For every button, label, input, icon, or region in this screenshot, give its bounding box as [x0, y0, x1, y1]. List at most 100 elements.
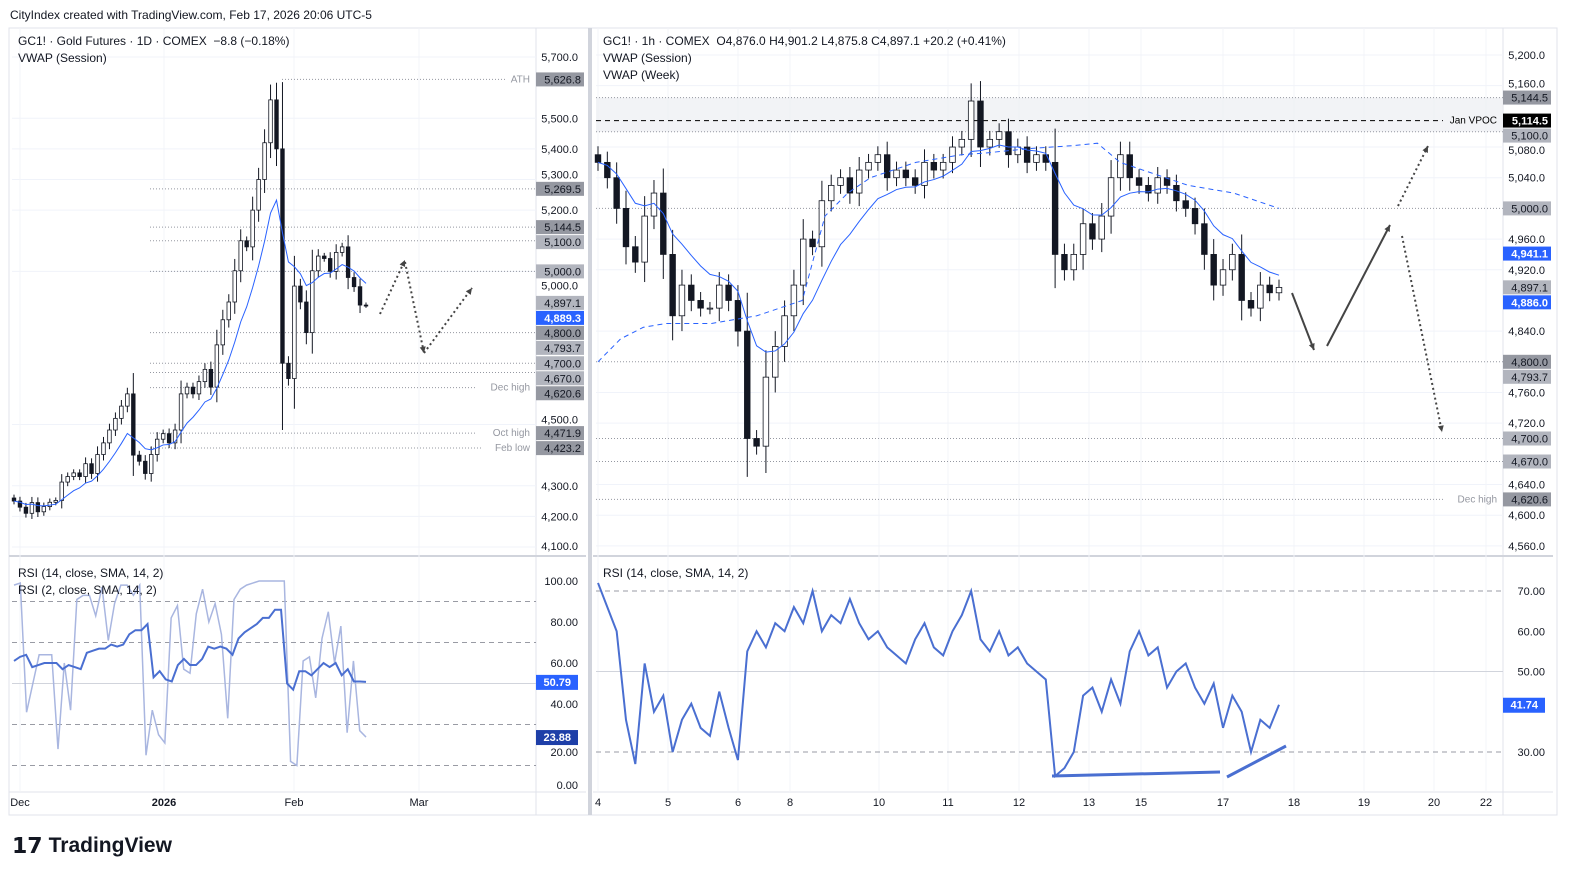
time-tick-label: 6: [735, 797, 741, 809]
candle-body: [196, 381, 202, 395]
candle-body: [1219, 269, 1227, 286]
price-label-box: [1503, 295, 1551, 310]
right-rsi14-label[interactable]: RSI (14, close, SMA, 14, 2): [603, 566, 749, 580]
candle-body: [781, 315, 788, 347]
left-indicator-vwap[interactable]: VWAP (Session): [18, 51, 107, 65]
projection-arrow: [379, 259, 406, 315]
price-label: 4,423.2: [544, 443, 581, 455]
left-rsi14-label[interactable]: RSI (14, close, SMA, 14, 2): [18, 566, 164, 580]
candle-body: [688, 284, 695, 301]
price-label: 4,471.9: [544, 428, 581, 440]
price-label: 4,941.1: [1511, 249, 1548, 261]
candle-body: [706, 307, 714, 310]
price-label-box: [536, 72, 584, 87]
price-label-box: [536, 356, 584, 371]
price-tick-label: 4,720.0: [1508, 418, 1545, 430]
candle-body: [865, 161, 872, 171]
vwap-session-line: [597, 144, 1280, 353]
right-rsi-legend: RSI (14, close, SMA, 14, 2): [603, 565, 748, 582]
candle-body: [809, 238, 816, 248]
candle-body: [184, 386, 190, 395]
rsi2-line: [13, 580, 367, 767]
right-indicator-vwap-week[interactable]: VWAP (Week): [603, 68, 680, 82]
price-label-box: [536, 371, 584, 386]
candle-body: [669, 254, 676, 317]
candle-body: [1005, 131, 1012, 156]
rsi-value-label: 50.79: [543, 677, 571, 689]
candle-body: [716, 284, 723, 309]
price-label-box: [1503, 369, 1551, 384]
projection-arrow-head: [399, 260, 406, 267]
candle-body: [958, 138, 966, 148]
rsi-tick-label: 40.00: [550, 699, 578, 711]
candle-body: [143, 460, 148, 474]
candle-body: [304, 301, 309, 334]
left-rsi2-label[interactable]: RSI (2, close, SMA, 14, 2): [18, 583, 157, 597]
price-tick-label: 5,200.0: [541, 205, 578, 217]
price-label-box: [1503, 431, 1551, 446]
tradingview-logo[interactable]: 𝟭𝟳 TradingView: [12, 833, 172, 859]
candle-body: [35, 502, 41, 513]
price-tick-label: 4,960.0: [1508, 234, 1545, 246]
candle-body: [1089, 223, 1096, 240]
candle-body: [232, 270, 237, 303]
price-label: 4,700.0: [544, 358, 581, 370]
rsi-tick-label: 0.00: [557, 780, 578, 792]
candle-body: [660, 192, 667, 255]
candle-body: [274, 99, 279, 150]
candle-body: [95, 454, 100, 474]
candle-body: [250, 209, 255, 248]
price-tick-label: 5,080.0: [1508, 145, 1545, 157]
price-label-box: [536, 310, 584, 325]
candle-body: [328, 258, 333, 272]
price-tick-label: 4,640.0: [1508, 480, 1545, 492]
price-label: 5,144.5: [544, 222, 581, 234]
time-tick-label: 2026: [152, 797, 176, 809]
divergence-line: [1051, 770, 1221, 778]
price-tick-label: 5,200.0: [1508, 50, 1545, 62]
candle-body: [1014, 146, 1021, 156]
rsi-tick-label: 30.00: [1517, 747, 1545, 759]
price-label: 4,889.3: [544, 313, 581, 325]
projection-arrow: [1326, 224, 1391, 347]
rsi-value-box: [536, 730, 578, 746]
level-label: ATH: [511, 74, 530, 85]
price-label-box: [536, 426, 584, 441]
price-label: 4,700.0: [1511, 434, 1548, 446]
price-tick-label: 5,300.0: [541, 170, 578, 182]
candle-body: [101, 442, 106, 455]
price-label: 4,670.0: [544, 373, 581, 385]
candle-body: [131, 393, 136, 456]
rsi-tick-label: 60.00: [550, 658, 578, 670]
time-tick-label: 19: [1358, 797, 1370, 809]
candle-body: [125, 393, 130, 407]
level-label: Oct high: [493, 428, 530, 439]
price-label: 4,793.7: [1511, 372, 1548, 384]
candle-body: [351, 277, 357, 288]
candle-body: [214, 344, 220, 388]
candle-body: [226, 301, 231, 321]
price-label: 5,000.0: [544, 266, 581, 278]
candle-body: [244, 240, 249, 248]
price-label: 5,144.5: [1511, 93, 1548, 105]
tv-logo-text: TradingView: [48, 834, 172, 857]
candle-body: [921, 161, 928, 186]
price-label-box: [536, 295, 584, 310]
rsi-tick-label: 50.00: [1517, 667, 1545, 679]
projection-arrow-head: [1437, 425, 1444, 432]
candle-body: [1154, 177, 1161, 194]
price-tick-label: 4,100.0: [541, 541, 578, 553]
candle-body: [1117, 154, 1124, 179]
candle-body: [967, 100, 975, 140]
price-label-box: [1503, 280, 1551, 295]
rsi14-line: [13, 608, 367, 692]
price-label-box: [1503, 113, 1551, 128]
rsi-value-label: 23.88: [543, 732, 571, 744]
candle-body: [238, 240, 243, 272]
price-tick-label: 5,700.0: [541, 52, 578, 64]
candle-body: [262, 142, 267, 180]
time-tick-label: Dec: [10, 797, 30, 809]
right-indicator-vwap-session[interactable]: VWAP (Session): [603, 51, 692, 65]
price-label: 5,269.5: [544, 184, 581, 196]
